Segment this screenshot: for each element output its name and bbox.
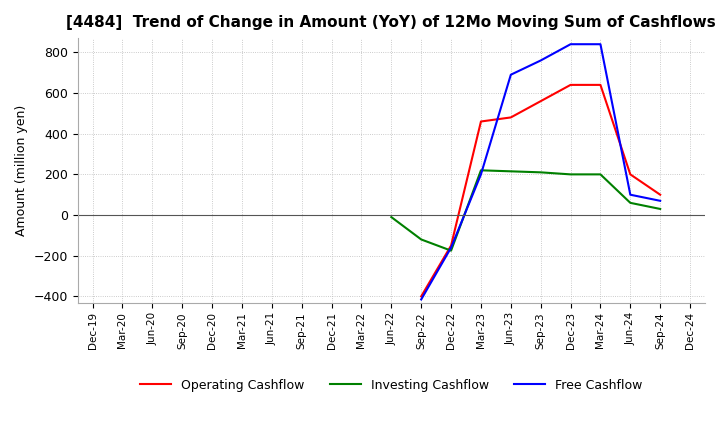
Investing Cashflow — [477, 168, 485, 173]
Investing Cashflow — [387, 214, 396, 220]
Operating Cashflow — [536, 99, 545, 104]
Free Cashflow — [506, 72, 515, 77]
Y-axis label: Amount (million yen): Amount (million yen) — [15, 105, 28, 236]
Operating Cashflow — [596, 82, 605, 88]
Line: Operating Cashflow: Operating Cashflow — [421, 85, 660, 297]
Free Cashflow — [446, 245, 455, 250]
Investing Cashflow — [506, 169, 515, 174]
Free Cashflow — [596, 41, 605, 47]
Investing Cashflow — [446, 248, 455, 253]
Investing Cashflow — [417, 237, 426, 242]
Investing Cashflow — [656, 206, 665, 212]
Operating Cashflow — [656, 192, 665, 198]
Free Cashflow — [477, 172, 485, 177]
Free Cashflow — [566, 41, 575, 47]
Investing Cashflow — [596, 172, 605, 177]
Free Cashflow — [656, 198, 665, 203]
Investing Cashflow — [536, 170, 545, 175]
Investing Cashflow — [566, 172, 575, 177]
Free Cashflow — [626, 192, 634, 198]
Operating Cashflow — [417, 294, 426, 299]
Free Cashflow — [536, 58, 545, 63]
Operating Cashflow — [566, 82, 575, 88]
Operating Cashflow — [477, 119, 485, 124]
Operating Cashflow — [626, 172, 634, 177]
Operating Cashflow — [446, 243, 455, 248]
Line: Investing Cashflow: Investing Cashflow — [392, 170, 660, 251]
Operating Cashflow — [506, 115, 515, 120]
Title: [4484]  Trend of Change in Amount (YoY) of 12Mo Moving Sum of Cashflows: [4484] Trend of Change in Amount (YoY) o… — [66, 15, 716, 30]
Free Cashflow — [417, 297, 426, 302]
Investing Cashflow — [626, 200, 634, 205]
Line: Free Cashflow: Free Cashflow — [421, 44, 660, 300]
Legend: Operating Cashflow, Investing Cashflow, Free Cashflow: Operating Cashflow, Investing Cashflow, … — [135, 374, 647, 397]
